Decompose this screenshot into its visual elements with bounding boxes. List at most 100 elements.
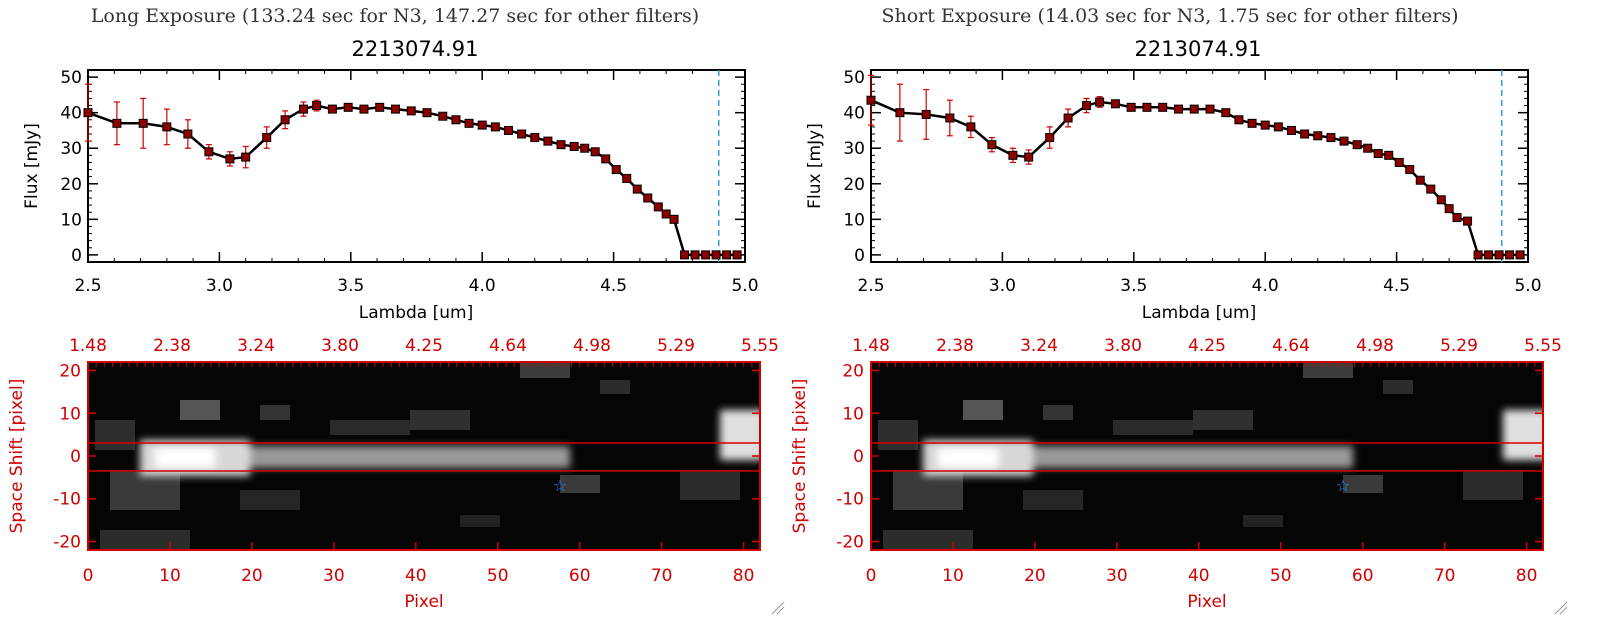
y-tick-label: 20	[59, 362, 81, 382]
panel-caption: Short Exposure (14.03 sec for N3, 1.75 s…	[881, 5, 1458, 27]
top-axis-label: 4.98	[1356, 336, 1394, 356]
data-point	[543, 136, 553, 146]
data-point	[241, 152, 251, 162]
x-tick-label: 60	[569, 566, 591, 586]
spectrum-title: 2213074.91	[1135, 37, 1262, 61]
data-point	[1373, 149, 1383, 159]
data-point	[701, 250, 711, 260]
x-tick-label: 50	[1270, 566, 1292, 586]
y-tick-label: 20	[60, 175, 82, 195]
data-point	[653, 202, 663, 212]
star-marker: ☆	[1336, 476, 1350, 495]
resize-grip[interactable]	[771, 601, 785, 615]
data-point	[921, 109, 931, 119]
data-point	[517, 129, 527, 139]
data-point	[1142, 102, 1152, 112]
data-point	[580, 143, 590, 153]
data-point	[1494, 250, 1504, 260]
y-tick-label: -20	[836, 532, 864, 552]
x-tick-label: 4.0	[1252, 276, 1279, 296]
data-point	[225, 154, 235, 164]
y-tick-label: 20	[842, 362, 864, 382]
panel-caption: Long Exposure (133.24 sec for N3, 147.27…	[91, 5, 699, 27]
image-xlabel: Pixel	[404, 592, 443, 612]
image-noise	[878, 362, 1523, 550]
data-point	[112, 118, 122, 128]
data-point	[590, 147, 600, 157]
y-tick-label: 10	[60, 210, 82, 230]
top-axis-label: 5.29	[657, 336, 695, 356]
data-point	[1024, 152, 1034, 162]
spectrum-plot: 0 10 20 30 40 50 2.5 3.0 3.5 4.0 4.5 5.0 Flux [mJy…	[805, 68, 1542, 323]
data-point	[601, 154, 611, 164]
data-point	[1505, 250, 1515, 260]
x-tick-label: 20	[241, 566, 263, 586]
x-tick-label: 4.5	[1383, 276, 1410, 296]
spectral-image: ☆ -20 -10 0 10 20 0 10 20 30 40 50 60 70 80 1.48 2.38…	[7, 336, 779, 612]
data-point	[945, 113, 955, 123]
x-tick-label: 80	[1516, 566, 1538, 586]
data-point	[464, 118, 474, 128]
data-point	[1300, 129, 1310, 139]
data-point	[530, 133, 540, 143]
x-tick-label: 20	[1024, 566, 1046, 586]
x-tick-label: 10	[159, 566, 181, 586]
plot-frame	[870, 69, 1529, 263]
data-point	[1158, 102, 1168, 112]
data-point	[422, 108, 432, 118]
spectrum-plot: 0 10 20 30 40 50 2.5 3.0 3.5 4.0 4.5 5.0 Flux [mJy…	[22, 68, 759, 323]
source-trace	[923, 410, 1543, 476]
data-point	[1394, 157, 1404, 167]
x-tick-label: 60	[1352, 566, 1374, 586]
image-ylabel: Space Shift [pixel]	[7, 379, 27, 534]
data-point	[343, 102, 353, 112]
top-axis-label: 4.98	[573, 336, 611, 356]
panel-long: Long Exposure (133.24 sec for N3, 147.27…	[7, 5, 779, 612]
spectrum-xlabel: Lambda [um]	[359, 303, 473, 323]
data-point	[1326, 133, 1336, 143]
top-axis-label: 4.25	[405, 336, 443, 356]
y-tick-label: 0	[853, 447, 864, 467]
data-point	[1363, 143, 1373, 153]
data-point	[1247, 118, 1257, 128]
data-point	[451, 115, 461, 125]
data-point	[183, 129, 193, 139]
data-point	[1045, 133, 1055, 143]
star-marker: ☆	[553, 476, 567, 495]
data-point	[1436, 195, 1446, 205]
data-point	[298, 104, 308, 114]
x-tick-label: 40	[405, 566, 427, 586]
x-tick-label: 80	[733, 566, 755, 586]
y-tick-label: -10	[836, 490, 864, 510]
x-tick-label: 30	[323, 566, 345, 586]
data-point	[1273, 122, 1283, 132]
y-tick-label: 50	[843, 68, 865, 88]
data-point	[866, 95, 876, 105]
top-axis-label: 3.80	[321, 336, 359, 356]
data-point	[1405, 165, 1415, 175]
data-point	[1452, 213, 1462, 223]
y-tick-label: 0	[854, 246, 865, 266]
spectrum-title: 2213074.91	[352, 37, 479, 61]
plot-frame	[87, 69, 746, 263]
data-point	[477, 120, 487, 130]
x-tick-label: 30	[1106, 566, 1128, 586]
data-point	[1444, 204, 1454, 214]
data-point	[987, 140, 997, 150]
top-axis-label: 1.48	[852, 336, 890, 356]
data-point	[1426, 184, 1436, 194]
data-point	[1205, 104, 1215, 114]
data-point	[204, 147, 214, 157]
top-axis-label: 5.29	[1440, 336, 1478, 356]
resize-grip[interactable]	[1554, 601, 1568, 615]
data-point	[1126, 102, 1136, 112]
data-point	[1110, 99, 1120, 109]
data-point	[1189, 104, 1199, 114]
y-tick-label: 40	[843, 104, 865, 124]
y-tick-label: 10	[843, 210, 865, 230]
x-tick-label: 50	[487, 566, 509, 586]
data-point	[569, 141, 579, 151]
y-tick-label: 10	[59, 404, 81, 424]
data-point	[1313, 131, 1323, 141]
y-tick-label: 10	[842, 404, 864, 424]
